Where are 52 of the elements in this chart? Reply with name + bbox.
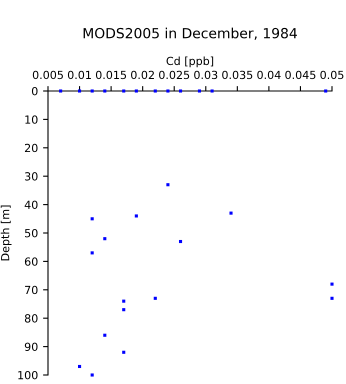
x-tick-label: 0.03 <box>194 70 218 80</box>
point <box>90 251 94 254</box>
point <box>198 89 202 93</box>
point <box>122 89 126 93</box>
point <box>178 89 182 93</box>
point <box>78 89 82 93</box>
chart-title: MODS2005 in December, 1984 <box>84 28 297 40</box>
point <box>134 214 138 218</box>
y-axis-title: Depth [m] <box>0 206 12 260</box>
x-tick-label: 0.01 <box>68 70 91 80</box>
point <box>59 89 62 93</box>
x-tick-label: 0.005 <box>32 70 63 80</box>
y-tick-label: 100 <box>18 370 38 380</box>
point <box>78 364 82 368</box>
x-tick-label: 0.035 <box>222 70 252 80</box>
point <box>166 183 170 186</box>
point <box>166 89 170 93</box>
y-tick-label: 80 <box>24 314 38 323</box>
x-tick-label: 0.05 <box>320 70 344 80</box>
y-tick-label: 30 <box>24 172 38 181</box>
y-tick-label: 10 <box>25 115 38 124</box>
point <box>210 89 214 93</box>
point <box>103 89 106 93</box>
point <box>122 350 126 354</box>
x-tick-label: 0.045 <box>285 70 316 80</box>
point <box>229 212 233 215</box>
x-axis-title: Cd [ppb] <box>166 56 214 68</box>
x-tick-label: 0.02 <box>131 70 154 80</box>
y-tick-label: 40 <box>24 200 38 209</box>
y-tick-label: 20 <box>24 144 38 152</box>
point <box>103 237 106 240</box>
point <box>90 373 94 377</box>
y-tick-label: 70 <box>25 286 38 294</box>
point <box>330 282 334 286</box>
x-tick-label: 0.015 <box>96 70 126 80</box>
point <box>103 334 106 337</box>
y-tick-label: 50 <box>24 228 38 238</box>
point <box>122 308 126 312</box>
x-tick-label: 0.025 <box>159 70 190 80</box>
point <box>324 89 328 93</box>
point <box>90 89 94 93</box>
point <box>134 89 138 93</box>
point <box>178 240 182 244</box>
point <box>330 296 334 300</box>
x-tick-label: 0.04 <box>257 70 281 80</box>
y-tick-label: 60 <box>24 257 38 266</box>
y-tick-label: 0 <box>32 86 38 96</box>
point <box>90 217 94 220</box>
point <box>154 296 157 300</box>
point <box>122 300 126 303</box>
point <box>154 89 157 93</box>
y-tick-label: 90 <box>24 342 38 351</box>
